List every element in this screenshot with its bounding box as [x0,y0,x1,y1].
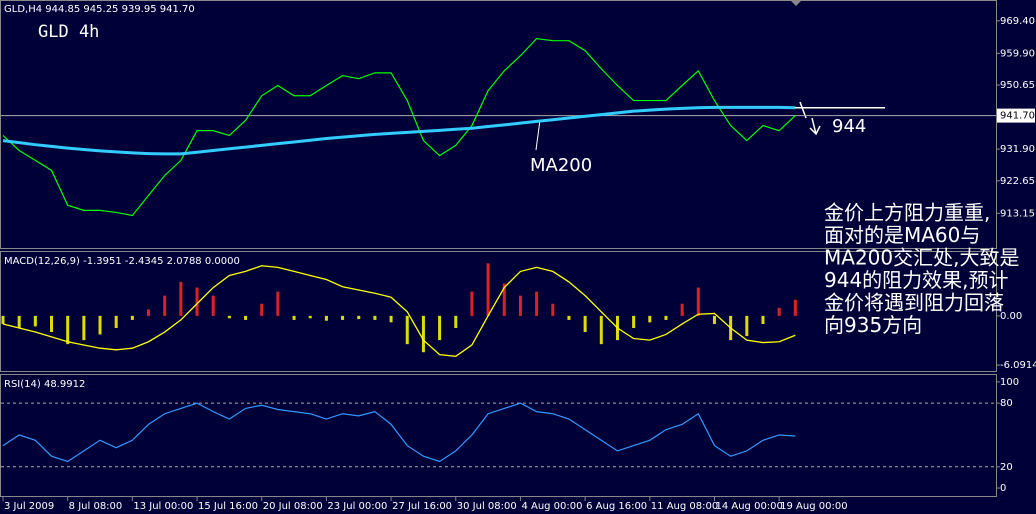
chart-title: GLD 4h [38,22,99,42]
histogram-bar [82,315,86,341]
note-line: 944的阻力效果,预计 [824,268,1009,292]
x-tick-label: 30 Jul 08:00 [457,501,517,512]
histogram-bar [761,315,765,324]
y-tick-label: -6.0914 [1000,360,1036,371]
histogram-bar [696,287,700,316]
histogram-bar [599,315,603,345]
series-line [2,265,796,357]
histogram-bar [147,309,151,316]
histogram-bar [50,315,54,333]
rsi-panel [0,374,997,497]
note-line: MA200交汇处,大致是 [824,246,1019,270]
y-tick-label: 969.40 [1000,16,1035,27]
x-tick-label: 19 Aug 00:00 [780,501,847,512]
x-tick-label: 11 Aug 08:00 [651,501,718,512]
y-tick-label: 20 [1000,462,1013,473]
histogram-bar [518,295,522,316]
y-tick-label: 959.90 [1000,48,1035,59]
histogram-bar [793,299,797,316]
y-tick-label: 0.00 [1000,311,1022,322]
histogram-bar [1,315,5,324]
histogram-bar [373,315,377,320]
histogram-bar [114,315,118,328]
y-tick-label: 0 [1000,483,1006,494]
ma200-pointer [535,119,541,151]
series-line [2,37,796,217]
note: 金价上方阻力重重,面对的是MA60与MA200交汇处,大致是944的阻力效果,预… [824,201,1019,338]
note-line: 面对的是MA60与 [824,223,980,247]
histogram-bar [551,303,555,316]
price-header: GLD,H4 944.85 945.25 939.95 941.70 [4,4,195,15]
histogram-bar [680,303,684,316]
histogram-bar [244,315,248,320]
histogram-bar [163,295,167,316]
y-tick-label: 80 [1000,398,1013,409]
histogram-bar [632,315,636,328]
histogram-bar [664,315,668,320]
histogram-bar [583,315,587,333]
note-line: 向935方向 [824,313,922,337]
histogram-bar [745,315,749,337]
histogram-bar [357,315,361,320]
histogram-bar [195,287,199,316]
rsi-header: RSI(14) 48.9912 [4,379,85,390]
histogram-bar [324,315,328,321]
y-tick-label: 941.70 [1000,111,1035,122]
histogram-bar [260,303,264,316]
macd-panel [0,251,997,372]
histogram-bar [438,315,442,341]
histogram-bar [17,315,21,328]
histogram-bar [227,315,231,319]
x-tick-label: 14 Aug 00:00 [715,501,782,512]
histogram-bar [211,295,215,316]
series-line [2,402,796,463]
histogram-bar [33,315,37,327]
y-tick-label: 922.65 [1000,176,1035,187]
x-tick-label: 6 Aug 16:00 [586,501,647,512]
histogram-bar [421,315,425,353]
y-tick-label: 913.15 [1000,208,1035,219]
histogram-bar [308,315,312,319]
histogram-bar [66,315,70,345]
x-tick-label: 15 Jul 16:00 [198,501,258,512]
x-tick-label: 27 Jul 16:00 [392,501,452,512]
histogram-bar [567,315,571,320]
series-line [2,105,796,156]
histogram-bar [179,281,183,316]
histogram-bar [130,315,134,320]
y-tick-label: 950.65 [1000,80,1035,91]
histogram-bar [777,307,781,316]
histogram-bar [535,291,539,316]
ma200-label: MA200 [530,155,592,176]
x-tick-label: 20 Jul 08:00 [263,501,323,512]
histogram-bar [405,315,409,345]
y-tick-label: 100 [1000,377,1019,388]
histogram-bar [341,315,345,320]
x-tick-label: 3 Jul 2009 [4,501,54,512]
histogram-bar [470,291,474,316]
histogram-bar [276,291,280,316]
price-box [997,108,1035,123]
histogram-bar [502,283,506,316]
x-tick-label: 8 Jul 08:00 [69,501,123,512]
x-tick-label: 4 Aug 00:00 [521,501,582,512]
note-line: 金价上方阻力重重, [824,201,990,225]
level-label: 944 [832,116,866,137]
histogram-bar [712,315,716,324]
y-tick-label: 931.90 [1000,144,1035,155]
x-tick-label: 13 Jul 00:00 [133,501,193,512]
macd-header: MACD(12,26,9) -1.3951 -2.4345 2.0788 0.0… [4,256,240,267]
histogram-bar [486,263,490,316]
histogram-bar [454,315,458,328]
histogram-bar [292,315,296,320]
histogram-bar [389,315,393,323]
x-tick-label: 23 Jul 00:00 [327,501,387,512]
histogram-bar [648,315,652,323]
histogram-bar [98,315,102,335]
note-line: 金价将遇到阻力回落 [824,291,1004,315]
shift-marker [790,0,802,6]
price-panel [0,0,997,249]
